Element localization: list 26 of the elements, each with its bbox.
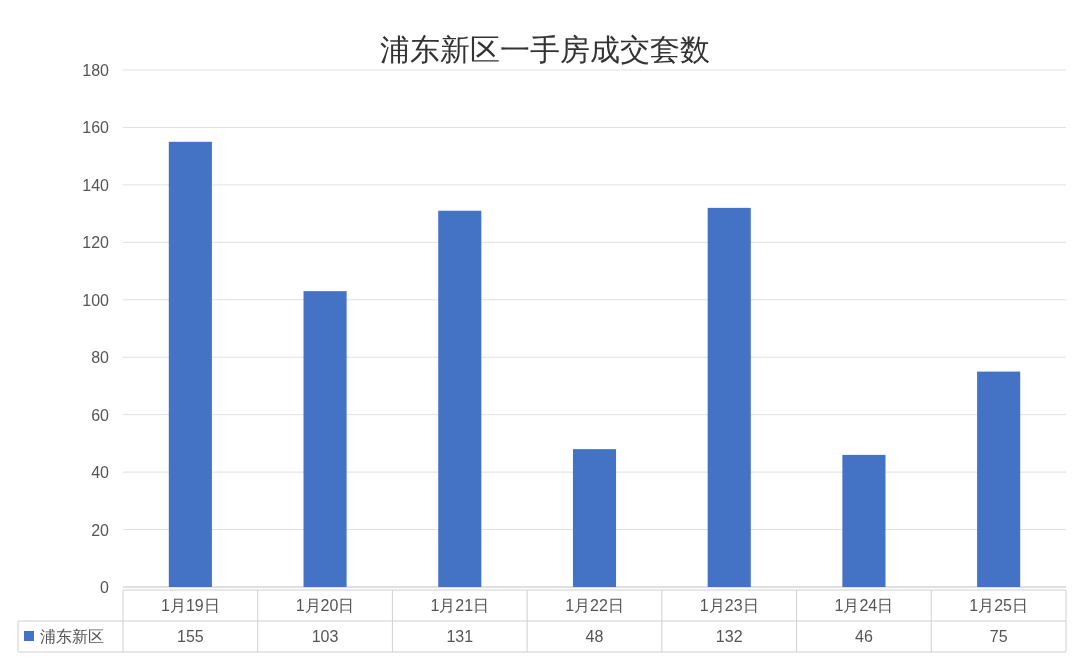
x-tick-label: 1月20日: [295, 597, 355, 614]
y-tick-label: 40: [91, 464, 110, 482]
x-tick-label: 1月24日: [834, 597, 894, 614]
title: 浦东新区一手房成交套数: [379, 33, 710, 66]
y-tick-label: 0: [100, 579, 110, 596]
data-label: 48: [585, 628, 604, 645]
x-tick-label: 1月25日: [969, 597, 1028, 614]
data-label: 46: [855, 628, 873, 645]
y-tick-label: 20: [91, 521, 110, 539]
y-tick-label: 140: [82, 176, 110, 194]
x-tick-label: 1月19日: [161, 597, 220, 614]
x-tick-label: 1月21日: [430, 597, 490, 614]
data-label: 103: [311, 628, 339, 645]
data-label: 155: [177, 628, 204, 645]
y-tick-label: 180: [82, 62, 110, 79]
y-tick-label: 160: [82, 119, 110, 137]
legend-label: 浦东新区: [40, 628, 104, 645]
y-tick-label: 100: [82, 291, 110, 309]
x-tick-label: 1月22日: [565, 597, 624, 614]
data-label: 131: [446, 628, 474, 645]
x-tick-label: 1月23日: [699, 597, 759, 614]
y-tick-label: 120: [82, 234, 110, 252]
y-tick-label: 60: [91, 406, 110, 424]
data-label: 132: [715, 628, 743, 645]
data-label: 75: [989, 628, 1008, 645]
y-tick-label: 80: [91, 349, 110, 367]
